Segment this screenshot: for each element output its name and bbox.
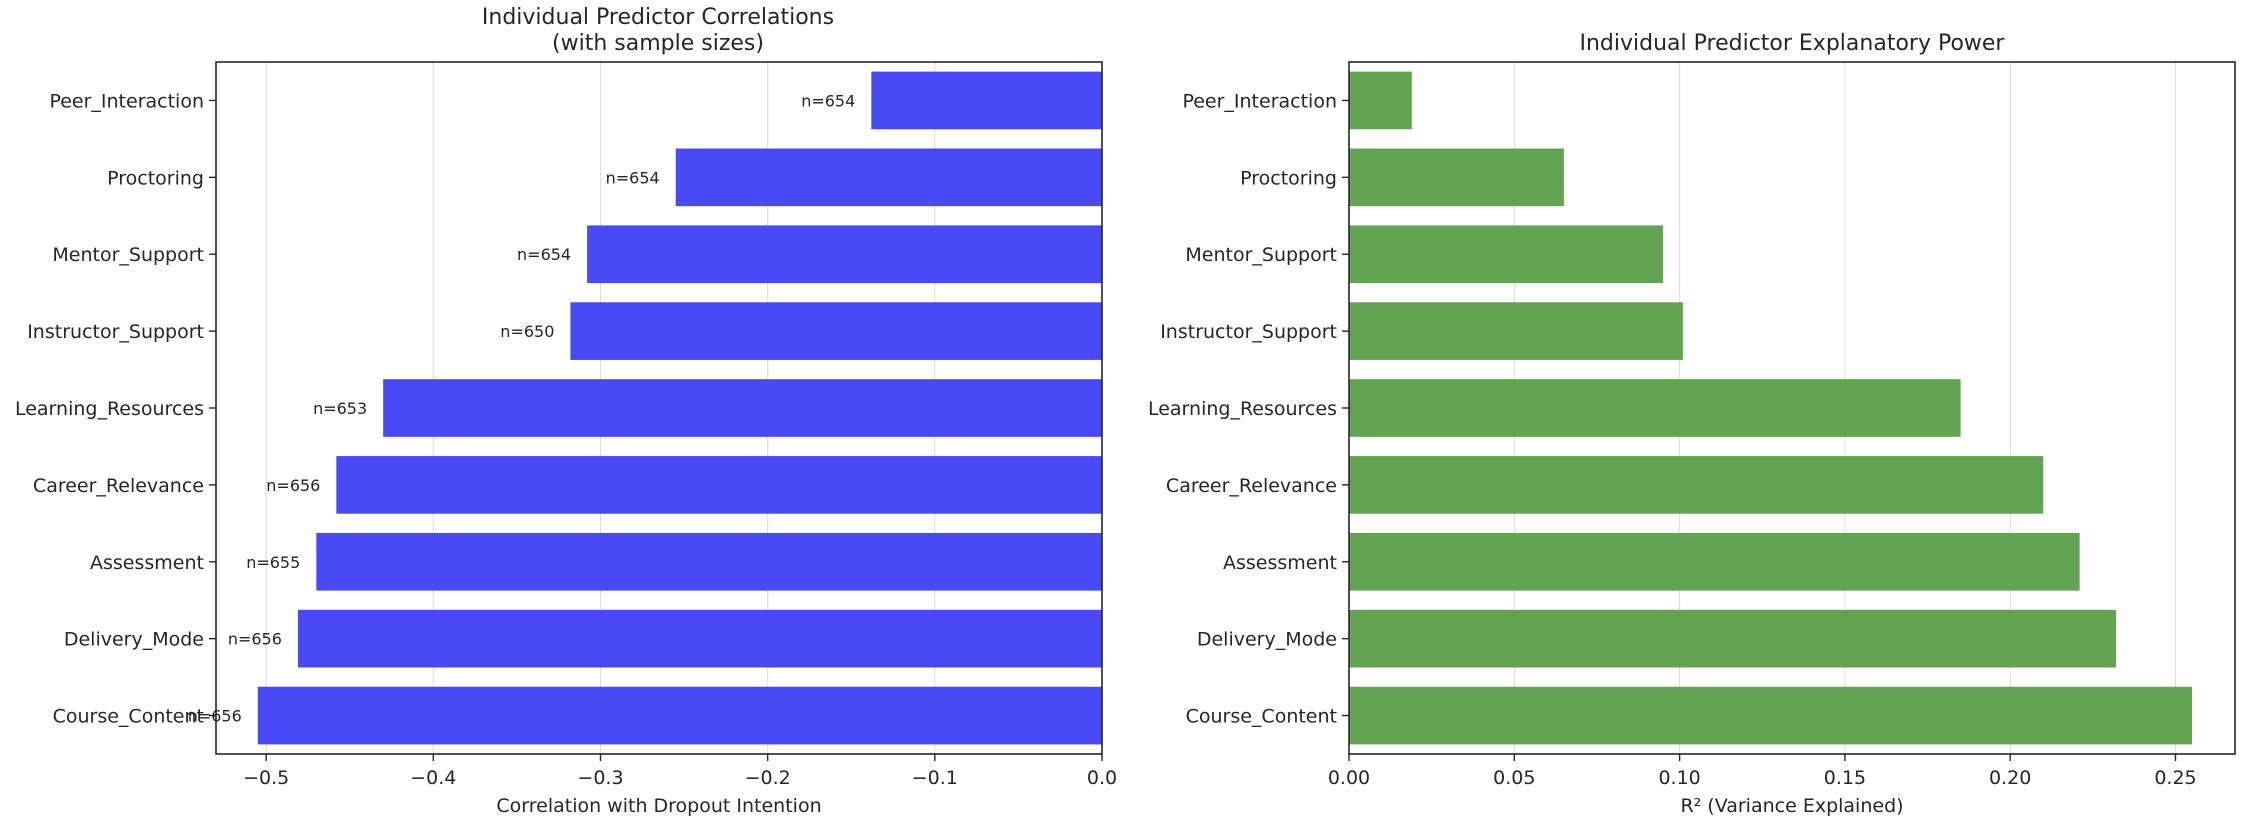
right-bar	[1349, 225, 1664, 284]
right-y-tick-label: Instructor_Support	[1160, 321, 1337, 343]
left-y-tick-label: Delivery_Mode	[64, 629, 204, 651]
right-bar	[1349, 456, 2044, 514]
left-y-tick-label: Instructor_Support	[27, 321, 204, 343]
right-x-tick-label: 0.15	[1824, 767, 1866, 789]
r-squared-chart: Individual Predictor Explanatory Power P…	[1148, 31, 2236, 817]
left-sample-size-label: n=656	[228, 630, 282, 649]
left-bar	[336, 456, 1102, 514]
left-sample-size-label: n=654	[517, 245, 571, 264]
correlation-chart-title: Individual Predictor Correlations	[482, 5, 834, 30]
right-y-tick-label: Proctoring	[1240, 167, 1337, 189]
r-squared-x-axis-label: R² (Variance Explained)	[1680, 795, 1903, 817]
correlation-chart-subtitle: (with sample sizes)	[552, 31, 764, 56]
left-y-tick-label: Proctoring	[107, 167, 204, 189]
right-bar	[1349, 148, 1564, 207]
left-x-tick-label: 0.0	[1087, 767, 1117, 789]
right-y-tick-label: Assessment	[1223, 552, 1337, 574]
correlation-chart: Individual Predictor Correlations (with …	[15, 5, 1117, 817]
correlation-x-axis-label: Correlation with Dropout Intention	[496, 795, 821, 817]
right-y-tick-label: Career_Relevance	[1166, 475, 1337, 497]
right-y-tick-label: Delivery_Mode	[1197, 629, 1337, 651]
right-y-tick-label: Course_Content	[1186, 706, 1337, 728]
right-x-tick-label: 0.05	[1493, 767, 1535, 789]
left-y-tick-label: Career_Relevance	[33, 475, 204, 497]
left-x-tick-label: −0.5	[243, 767, 289, 789]
left-y-tick-label: Peer_Interaction	[49, 90, 204, 112]
left-y-tick-label: Course_Content	[53, 706, 204, 728]
left-x-tick-label: −0.4	[410, 767, 456, 789]
left-x-tick-label: −0.3	[577, 767, 623, 789]
r-squared-chart-title: Individual Predictor Explanatory Power	[1580, 31, 2006, 56]
left-y-tick-label: Mentor_Support	[52, 244, 204, 266]
left-bar	[675, 148, 1102, 207]
right-bar	[1349, 302, 1683, 360]
left-x-tick-label: −0.1	[912, 767, 958, 789]
right-x-tick-label: 0.25	[2154, 767, 2196, 789]
right-bar	[1349, 71, 1412, 130]
right-bar	[1349, 379, 1961, 437]
left-sample-size-label: n=650	[500, 322, 554, 341]
right-y-tick-label: Learning_Resources	[1148, 398, 1337, 420]
left-sample-size-label: n=655	[246, 553, 300, 572]
left-sample-size-label: n=656	[266, 476, 320, 495]
left-sample-size-label: n=653	[313, 399, 367, 418]
left-y-tick-label: Assessment	[90, 552, 204, 574]
left-bar	[316, 532, 1102, 591]
right-bar	[1349, 686, 2193, 745]
right-bar	[1349, 609, 2116, 668]
left-bar	[871, 71, 1102, 130]
left-bar	[257, 686, 1102, 745]
left-sample-size-label: n=654	[606, 168, 660, 187]
right-bar	[1349, 532, 2080, 591]
left-x-tick-label: −0.2	[745, 767, 791, 789]
left-bar	[297, 609, 1102, 668]
left-y-tick-label: Learning_Resources	[15, 398, 204, 420]
left-bar	[587, 225, 1102, 284]
left-sample-size-label: n=654	[801, 91, 855, 110]
right-y-tick-label: Mentor_Support	[1185, 244, 1337, 266]
right-x-tick-label: 0.00	[1328, 767, 1370, 789]
left-bar	[383, 379, 1102, 437]
right-y-tick-label: Peer_Interaction	[1182, 90, 1337, 112]
left-bar	[570, 302, 1102, 360]
right-x-tick-label: 0.20	[1989, 767, 2031, 789]
right-x-tick-label: 0.10	[1658, 767, 1700, 789]
